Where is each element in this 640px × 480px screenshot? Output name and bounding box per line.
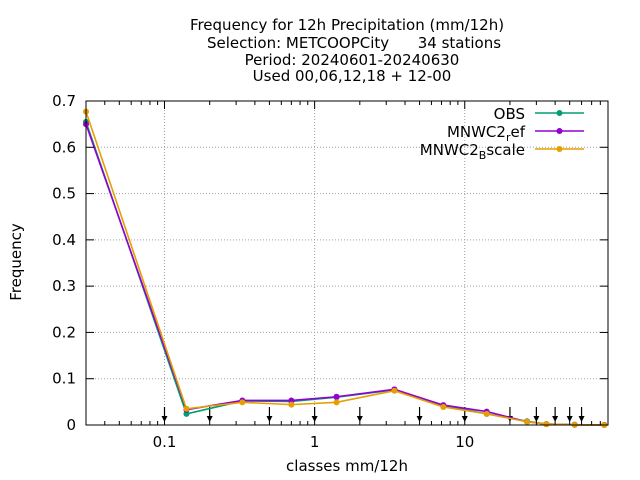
y-tick-label: 0.4 xyxy=(52,231,76,249)
legend-label-obs: OBS xyxy=(494,105,525,123)
series-point xyxy=(483,410,490,417)
series-1 xyxy=(83,121,608,428)
class-limit-arrow-head xyxy=(356,416,363,422)
legend-label-mnwc2-ref-main: MNWC2 xyxy=(447,123,506,141)
grid xyxy=(86,101,608,425)
legend-label-mnwc2-bscale-sub: B xyxy=(479,149,487,162)
series-point xyxy=(239,399,246,406)
y-tick-label: 0.6 xyxy=(52,138,76,156)
legend-sample-marker xyxy=(556,146,563,152)
x-tick-label: 10 xyxy=(455,433,474,451)
title-line-4: Used 00,06,12,18 + 12-00 xyxy=(253,67,452,85)
series-line xyxy=(85,121,605,426)
series-line xyxy=(85,111,605,426)
plot-border xyxy=(85,100,609,426)
tick-labels: 0 0.1 0.2 0.3 0.4 0.5 0.6 0.7 0.1 1 10 xyxy=(52,92,474,451)
y-tick-label: 0.1 xyxy=(52,370,76,388)
y-tick-label: 0.3 xyxy=(52,277,76,295)
series-point xyxy=(333,399,340,406)
series-point xyxy=(333,393,340,400)
y-axis-label: Frequency xyxy=(7,223,25,301)
x-tick-label: 0.1 xyxy=(153,433,177,451)
legend-sample-marker xyxy=(556,110,563,116)
series-point xyxy=(288,397,295,404)
series-point xyxy=(288,401,295,408)
class-limit-arrow-head xyxy=(416,416,423,422)
legend-label-mnwc2-bscale: MNWC2Bscale xyxy=(420,141,525,162)
x-tick-label: 1 xyxy=(310,433,320,451)
chart-title: Frequency for 12h Precipitation (mm/12h)… xyxy=(190,16,504,85)
legend-label-mnwc2-ref-sub: r xyxy=(506,131,511,144)
plot-frame xyxy=(85,100,609,426)
class-limit-arrow-head xyxy=(206,416,213,422)
title-line-2: Selection: METCOOPCity 34 stations xyxy=(207,34,501,52)
series-point xyxy=(183,410,190,417)
title-line-1: Frequency for 12h Precipitation (mm/12h) xyxy=(190,16,504,34)
series-point xyxy=(440,403,447,410)
class-limit-arrow-head xyxy=(533,416,540,422)
series-lines xyxy=(83,108,608,428)
series-point xyxy=(524,418,531,425)
series-2 xyxy=(83,108,608,428)
class-limit-arrow-head xyxy=(566,416,573,422)
y-tick-label: 0.7 xyxy=(52,92,76,110)
legend-sample-marker xyxy=(556,128,563,134)
y-tick-label: 0.5 xyxy=(52,185,76,203)
series-point xyxy=(183,405,190,412)
legend-label-mnwc2-bscale-rest: scale xyxy=(486,141,525,159)
y-tick-label: 0.2 xyxy=(52,323,76,341)
class-limit-arrow-head xyxy=(578,416,585,422)
class-limit-arrow-head xyxy=(266,416,273,422)
title-line-3: Period: 20240601-20240630 xyxy=(245,51,460,69)
legend-label-mnwc2-ref: MNWC2ref xyxy=(447,123,526,144)
series-point xyxy=(543,421,550,428)
class-limit-arrow-head xyxy=(552,416,559,422)
legend: OBS MNWC2ref MNWC2Bscale xyxy=(420,105,584,162)
series-line xyxy=(85,123,605,426)
series-0 xyxy=(83,118,608,428)
y-tick-label: 0 xyxy=(66,416,76,434)
series-point xyxy=(391,387,398,394)
legend-label-mnwc2-bscale-main: MNWC2 xyxy=(420,141,479,159)
legend-label-mnwc2-ref-rest: ef xyxy=(510,123,525,141)
x-axis-label: classes mm/12h xyxy=(286,457,408,475)
